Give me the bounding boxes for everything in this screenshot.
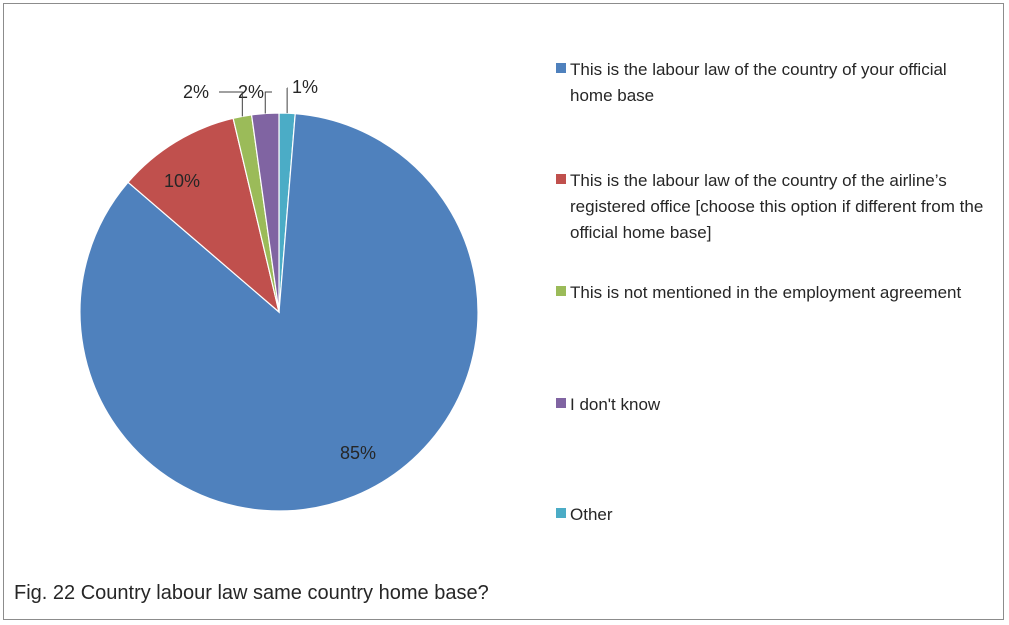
data-label-not-mentioned: 2% [183,82,209,102]
legend-swatch [556,398,566,408]
legend-label: I don't know [570,395,661,414]
legend-label: This is the labour law of the country of… [570,171,984,242]
legend-swatch [556,286,566,296]
data-label-other: 1% [292,77,318,97]
legend-item-registered-office: This is the labour law of the country of… [556,168,986,246]
legend-swatch [556,174,566,184]
legend-item-not-mentioned: This is not mentioned in the employment … [556,280,986,306]
data-label-dont-know: 2% [238,82,264,102]
data-label-registered-office: 10% [164,171,200,191]
legend-item-dont-know: I don't know [556,392,986,418]
figure-caption: Fig. 22 Country labour law same country … [14,582,489,604]
leader-line-dont-know [264,91,272,114]
legend-label: This is not mentioned in the employment … [570,283,962,302]
leader-line-not-mentioned [219,91,243,117]
legend-swatch [556,508,566,518]
legend-item-home-base: This is the labour law of the country of… [556,57,986,109]
legend-label: Other [570,505,613,524]
data-label-home-base: 85% [340,443,376,463]
legend-swatch [556,63,566,73]
legend-label: This is the labour law of the country of… [570,60,947,105]
slice-registered-office [127,117,281,314]
legend-item-other: Other [556,502,986,528]
